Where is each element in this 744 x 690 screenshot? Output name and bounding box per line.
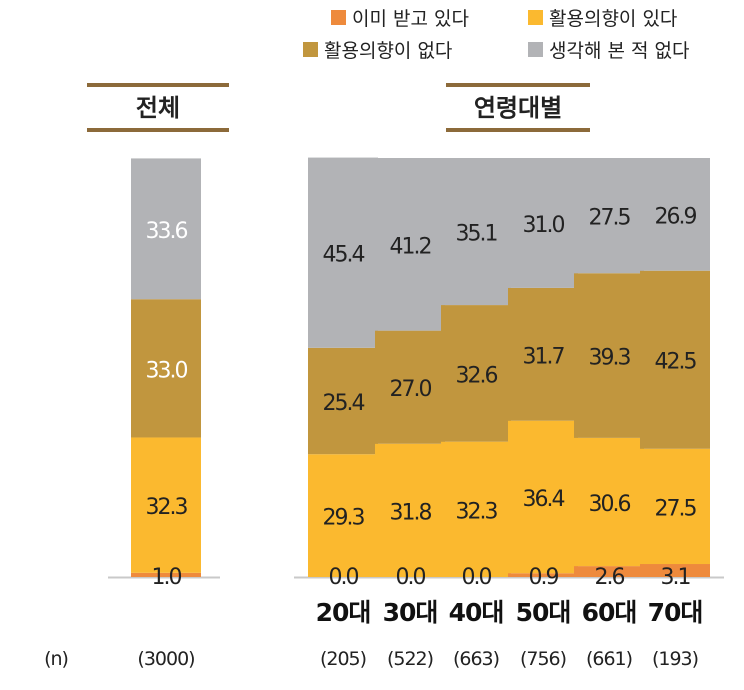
bar-segment [308, 454, 378, 577]
sample-size: (205) [320, 648, 366, 670]
bar-segment [640, 564, 710, 577]
data-label: 31.0 [523, 213, 565, 238]
category-label: 40대 [449, 598, 504, 627]
data-label: 27.5 [655, 496, 697, 521]
bar-segment [640, 270, 710, 449]
category-label: 20대 [316, 598, 371, 627]
data-label: 3.1 [661, 565, 690, 590]
legend-swatch [528, 42, 543, 57]
data-label: 33.0 [146, 358, 188, 383]
bar-segment [375, 158, 445, 331]
category-label: 30대 [383, 598, 438, 627]
data-label: 32.3 [146, 495, 188, 520]
data-label: 2.6 [595, 565, 625, 590]
data-label: 25.4 [323, 391, 365, 416]
group-header: 전체 [136, 94, 180, 122]
data-labels: 1.0 32.3 33.0 33.6 0.0 29.3 25.4 45.4 0.0 31.8 27.… [146, 204, 699, 590]
bar-segment [508, 420, 578, 574]
data-label: 1.0 [152, 565, 182, 590]
category-label: 70대 [648, 598, 703, 627]
data-label: 31.8 [390, 500, 432, 525]
bar-segment [640, 158, 710, 271]
bar-segment [508, 158, 578, 288]
bar-segment [131, 572, 201, 577]
data-label: 30.6 [589, 492, 631, 517]
bar-segment [375, 330, 445, 444]
bar-segment [574, 273, 644, 438]
group-headers: 전체 연령대별 [87, 83, 590, 132]
data-label: 32.6 [456, 363, 498, 388]
bar-segment [508, 287, 578, 421]
data-label: 0.9 [529, 565, 559, 590]
sample-size: (663) [453, 648, 499, 670]
bar-segment [441, 305, 511, 442]
bars [108, 157, 724, 579]
sample-size: (193) [652, 648, 698, 670]
data-label: 36.4 [523, 487, 565, 512]
data-label: 39.3 [589, 346, 631, 371]
bar-segment [375, 443, 445, 577]
bar-segment [308, 347, 378, 455]
data-label: 26.9 [655, 204, 697, 229]
data-label: 27.0 [390, 377, 432, 402]
bar-segment [441, 158, 511, 306]
data-label: 45.4 [323, 243, 365, 268]
legend-swatch [303, 42, 318, 57]
data-label: 35.1 [456, 222, 497, 247]
legend-label: 생각해 본 적 없다 [549, 40, 689, 62]
category-label: 60대 [582, 598, 637, 627]
sample-size: (3000) [137, 648, 194, 670]
bar-segment [640, 448, 710, 565]
bar-segment [574, 437, 644, 567]
bar-segment [574, 158, 644, 274]
sample-size-labels: (n) (3000) (205) (522) (663) (756) (661) (193) [44, 648, 699, 670]
n-label: (n) [44, 648, 68, 670]
data-label: 33.6 [146, 219, 188, 244]
data-label: 42.5 [655, 350, 697, 375]
legend-label: 이미 받고 있다 [352, 8, 469, 30]
bar-segment [131, 299, 201, 438]
legend-label: 활용의향이 있다 [549, 8, 677, 30]
bar-segment [308, 157, 378, 348]
category-label: 50대 [516, 598, 571, 627]
data-label: 0.0 [396, 565, 426, 590]
bar-segment [131, 158, 201, 300]
legend-swatch [331, 10, 346, 25]
group-header: 연령대별 [474, 94, 562, 122]
category-labels: 20대 30대 40대 50대 60대 70대 [316, 598, 704, 627]
data-label: 0.0 [462, 565, 492, 590]
data-label: 41.2 [390, 234, 431, 259]
legend-swatch [528, 10, 543, 25]
data-label: 0.0 [329, 565, 359, 590]
sample-size: (756) [520, 648, 566, 670]
sample-size: (522) [387, 648, 433, 670]
data-label: 27.5 [589, 206, 631, 231]
data-label: 29.3 [323, 506, 365, 531]
data-label: 32.3 [456, 499, 498, 524]
bar-segment [441, 441, 511, 577]
legend-label: 활용의향이 없다 [324, 40, 452, 62]
bar-segment [574, 566, 644, 577]
bar-segment [508, 573, 578, 577]
data-label: 31.7 [523, 344, 565, 369]
bar-segment [131, 437, 201, 573]
sample-size: (661) [586, 648, 632, 670]
